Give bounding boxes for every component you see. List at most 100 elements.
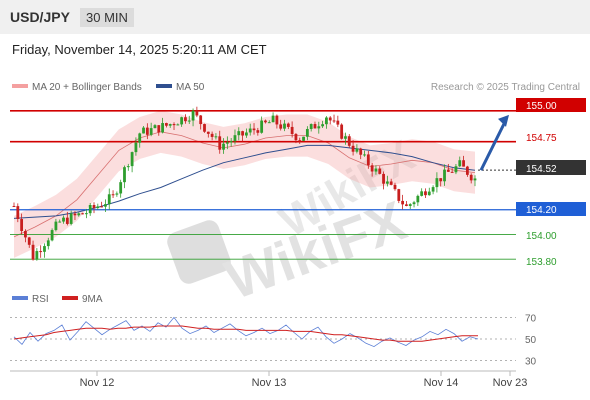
candle-body: [27, 237, 31, 245]
candle-body: [420, 191, 424, 196]
candle-body: [187, 120, 191, 122]
candle-body: [347, 136, 351, 146]
candle-body: [385, 181, 389, 184]
bollinger-band-area: [14, 110, 475, 258]
rsi-panel: 70 50 30: [10, 313, 537, 368]
candle-body: [218, 136, 222, 150]
candle-body: [123, 167, 126, 183]
candle-body: [427, 191, 431, 196]
ma50-legend-swatch: [156, 84, 172, 88]
candle-body: [69, 213, 73, 224]
candle-body: [237, 131, 241, 136]
candle-body: [465, 166, 469, 175]
candle-body: [233, 135, 237, 142]
candle-body: [340, 124, 344, 139]
candle-body: [229, 141, 233, 143]
candle-body: [245, 132, 248, 136]
candle-body: [184, 117, 187, 122]
candle-body: [210, 133, 214, 137]
candle-body: [454, 166, 458, 173]
candle-body: [309, 124, 313, 129]
candle-body: [435, 178, 439, 188]
candle-body: [43, 246, 46, 252]
timeframe-button[interactable]: 30 MIN: [80, 8, 134, 27]
candle-body: [96, 206, 100, 209]
candle-body: [46, 240, 50, 247]
x-tick-label: Nov 23: [493, 377, 528, 389]
candle-body: [271, 115, 275, 123]
ma20-line: [13, 131, 476, 238]
candle-body: [199, 115, 203, 125]
candle-body: [104, 204, 107, 207]
candle-body: [305, 128, 309, 137]
level-text-15475: 154.75: [526, 133, 557, 144]
candle-body: [77, 213, 81, 216]
candle-body: [126, 166, 130, 168]
candle-body: [317, 126, 321, 129]
projection-arrow: [479, 114, 509, 171]
x-tick-label: Nov 14: [424, 377, 459, 389]
candle-body: [264, 120, 267, 123]
rsi-ma-line: [13, 325, 478, 342]
candle-body: [65, 217, 69, 224]
candle-body: [325, 117, 328, 125]
candle-body: [267, 122, 271, 124]
candle-body: [149, 128, 153, 135]
candle-body: [12, 206, 16, 208]
candle-body: [206, 131, 210, 134]
candle-body: [378, 168, 382, 174]
rsi-legend-label: RSI: [32, 294, 49, 305]
candle-body: [191, 110, 195, 121]
candle-body: [382, 173, 385, 184]
candle-body: [195, 110, 199, 116]
candle-body: [92, 205, 96, 209]
candle-body: [389, 181, 393, 185]
candle-body: [203, 124, 206, 132]
level-text-pivot: 154.20: [526, 205, 557, 216]
rsi-tick-70: 70: [525, 313, 537, 324]
x-axis: Nov 12 Nov 13 Nov 14 Nov 23: [80, 371, 528, 389]
ma20-legend-label: MA 20 + Bollinger Bands: [32, 82, 142, 93]
candle-body: [332, 120, 336, 122]
candle-body: [260, 120, 264, 133]
candle-body: [344, 136, 347, 139]
candle-body: [24, 230, 27, 238]
candle-body: [366, 154, 370, 166]
level-text-154: 154.00: [526, 231, 557, 242]
candle-body: [214, 136, 218, 138]
candle-body: [73, 213, 77, 216]
candle-body: [397, 189, 401, 201]
candle-body: [290, 126, 294, 135]
header-bar: USD/JPY 30 MIN: [0, 0, 590, 34]
candle-body: [81, 213, 84, 215]
candle-body: [328, 117, 332, 121]
candle-body: [153, 125, 157, 129]
candle-body: [313, 124, 317, 129]
level-label-current: 154.52: [516, 160, 586, 175]
candle-body: [31, 244, 35, 260]
symbol-label: USD/JPY: [10, 9, 70, 25]
projection-line: [479, 119, 508, 171]
candle-body: [111, 194, 115, 196]
candle-body: [446, 169, 450, 172]
rsi-ma-legend-label: 9MA: [82, 294, 103, 305]
candle-body: [142, 127, 145, 134]
ma20-legend-swatch: [12, 84, 28, 88]
level-label-15475: 154.75: [526, 133, 557, 144]
x-tick-label: Nov 12: [80, 377, 115, 389]
candle-body: [283, 123, 286, 129]
candle-body: [35, 251, 39, 260]
candle-body: [157, 125, 161, 133]
candle-body: [20, 218, 24, 231]
candle-body: [16, 206, 20, 219]
candle-body: [370, 165, 374, 172]
level-text-1538: 153.80: [526, 257, 557, 268]
candle-body: [84, 213, 88, 215]
projection-arrowhead: [498, 114, 509, 127]
candle-body: [439, 178, 443, 182]
price-levels: [10, 110, 516, 260]
candle-body: [164, 123, 168, 126]
candle-body: [252, 128, 256, 131]
ma50-legend-label: MA 50: [176, 82, 205, 93]
